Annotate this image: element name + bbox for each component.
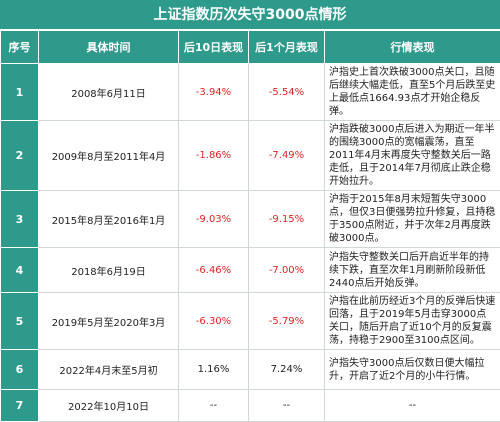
table-title: 上证指数历次失守3000点情形 — [0, 0, 500, 30]
header-row: 序号 具体时间 后10日表现 后1个月表现 行情表现 — [1, 31, 500, 64]
row-time: 2008年6月11日 — [39, 64, 179, 121]
header-time: 具体时间 — [39, 31, 179, 64]
header-1month: 后1个月表现 — [249, 31, 325, 64]
row-no: 2 — [1, 121, 39, 191]
row-time: 2018年6月19日 — [39, 248, 179, 293]
row-10day: -3.94% — [179, 64, 249, 121]
row-time: 2015年8月至2016年1月 — [39, 191, 179, 248]
table-row: 2 2009年8月至2011年4月 -1.86% -7.49% 沪指跌破3000… — [1, 121, 500, 191]
row-time: 2019年5月至2020年3月 — [39, 293, 179, 350]
row-no: 3 — [1, 191, 39, 248]
row-time: 2009年8月至2011年4月 — [39, 121, 179, 191]
table-row: 6 2022年4月末至5月初 1.16% 7.24% 沪指失守3000点后仅数日… — [1, 350, 500, 390]
row-desc: 沪指跌破3000点后进入为期近一年半的围绕3000点的宽幅震荡，直至2011年4… — [325, 121, 500, 191]
header-desc: 行情表现 — [325, 31, 500, 64]
row-1month: -9.15% — [249, 191, 325, 248]
table-row: 3 2015年8月至2016年1月 -9.03% -9.15% 沪指于2015年… — [1, 191, 500, 248]
row-1month: -7.00% — [249, 248, 325, 293]
row-10day: -1.86% — [179, 121, 249, 191]
row-1month: -7.49% — [249, 121, 325, 191]
row-time: 2022年4月末至5月初 — [39, 350, 179, 390]
row-desc: 沪指失守3000点后仅数日便大幅拉升，开启了近2个月的小牛行情。 — [325, 350, 500, 390]
row-no: 5 — [1, 293, 39, 350]
row-desc: 沪指于2015年8月末短暂失守3000点，但仅3日便强势拉升修复，且持稳于350… — [325, 191, 500, 248]
row-10day: -6.46% — [179, 248, 249, 293]
row-10day: -9.03% — [179, 191, 249, 248]
row-no: 1 — [1, 64, 39, 121]
row-1month: -5.79% — [249, 293, 325, 350]
row-10day: 1.16% — [179, 350, 249, 390]
header-10day: 后10日表现 — [179, 31, 249, 64]
row-no: 6 — [1, 350, 39, 390]
header-no: 序号 — [1, 31, 39, 64]
table-row: 1 2008年6月11日 -3.94% -5.54% 沪指史上首次跌破3000点… — [1, 64, 500, 121]
table-row: 5 2019年5月至2020年3月 -6.30% -5.79% 沪指在此前历经近… — [1, 293, 500, 350]
row-desc: 沪指在此前历经近3个月的反弹后快速回落，且于2019年5月击穿3000点关口，随… — [325, 293, 500, 350]
row-no: 4 — [1, 248, 39, 293]
row-10day: -6.30% — [179, 293, 249, 350]
table-figure: 上证指数历次失守3000点情形 序号 具体时间 后10日表现 后1个月表现 行情… — [0, 0, 500, 406]
table-row: 4 2018年6月19日 -6.46% -7.00% 沪指失守整数关口后开启近半… — [1, 248, 500, 293]
data-table: 序号 具体时间 后10日表现 后1个月表现 行情表现 1 2008年6月11日 … — [0, 30, 500, 422]
row-desc: 沪指史上首次跌破3000点关口，且随后继续大幅走低，直至5个月后跌至史上最低点1… — [325, 64, 500, 121]
row-1month: -5.54% — [249, 64, 325, 121]
row-desc: 沪指失守整数关口后开启近半年的持续下跌，直至次年1月刷新阶段新低2440点后开始… — [325, 248, 500, 293]
row-1month: 7.24% — [249, 350, 325, 390]
